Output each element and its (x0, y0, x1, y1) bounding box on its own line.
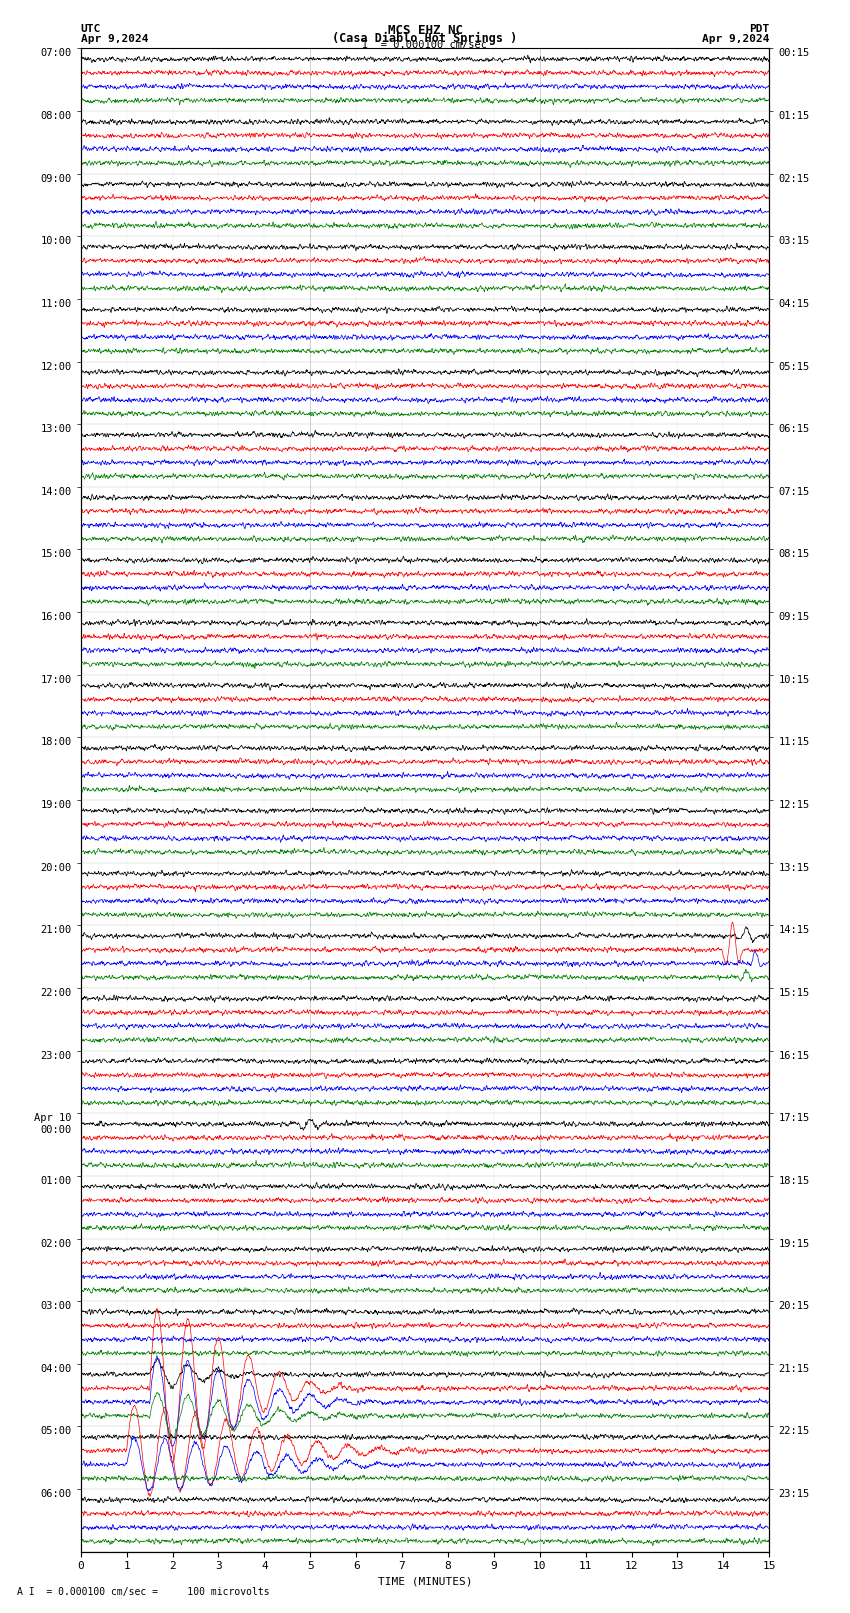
Text: PDT: PDT (749, 24, 769, 34)
Text: UTC: UTC (81, 24, 101, 34)
X-axis label: TIME (MINUTES): TIME (MINUTES) (377, 1578, 473, 1587)
Text: Apr 9,2024: Apr 9,2024 (81, 34, 148, 44)
Text: MCS EHZ NC: MCS EHZ NC (388, 24, 462, 37)
Text: A I  = 0.000100 cm/sec =     100 microvolts: A I = 0.000100 cm/sec = 100 microvolts (17, 1587, 269, 1597)
Text: (Casa Diablo Hot Springs ): (Casa Diablo Hot Springs ) (332, 32, 518, 45)
Text: I  = 0.000100 cm/sec: I = 0.000100 cm/sec (362, 40, 488, 50)
Text: Apr 9,2024: Apr 9,2024 (702, 34, 769, 44)
